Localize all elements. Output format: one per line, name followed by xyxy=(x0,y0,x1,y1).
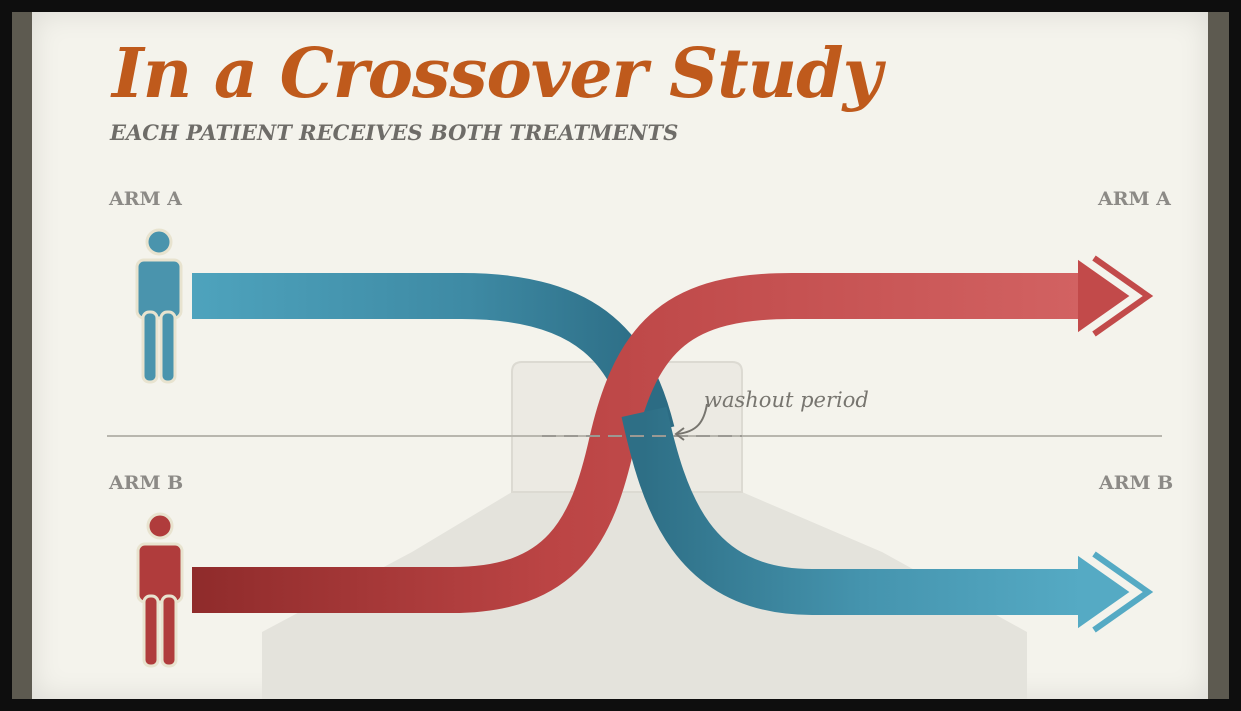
patient-a-icon xyxy=(135,228,183,384)
crossover-diagram xyxy=(107,228,1162,699)
patient-b-icon xyxy=(136,512,184,668)
arm-a-second-treatment-band xyxy=(621,407,1082,615)
infographic-frame: In a Crossover Study EACH PATIENT RECEIV… xyxy=(12,12,1229,699)
arm-b-arrowhead xyxy=(1077,551,1154,633)
page-subtitle: EACH PATIENT RECEIVES BOTH TREATMENTS xyxy=(110,120,679,145)
washout-label: washout period xyxy=(704,388,869,412)
page-title: In a Crossover Study xyxy=(112,34,882,114)
arm-b-first-treatment-band xyxy=(192,273,1082,613)
arm-b-label-left: ARM B xyxy=(109,472,184,494)
arm-a-arrowhead xyxy=(1077,255,1154,337)
arm-b-label-right: ARM B xyxy=(1099,472,1174,494)
arm-a-label-left: ARM A xyxy=(109,188,182,210)
infographic-paper: In a Crossover Study EACH PATIENT RECEIV… xyxy=(32,12,1208,699)
arm-a-label-right: ARM A xyxy=(1098,188,1171,210)
washout-pointer-arrow xyxy=(676,403,708,435)
